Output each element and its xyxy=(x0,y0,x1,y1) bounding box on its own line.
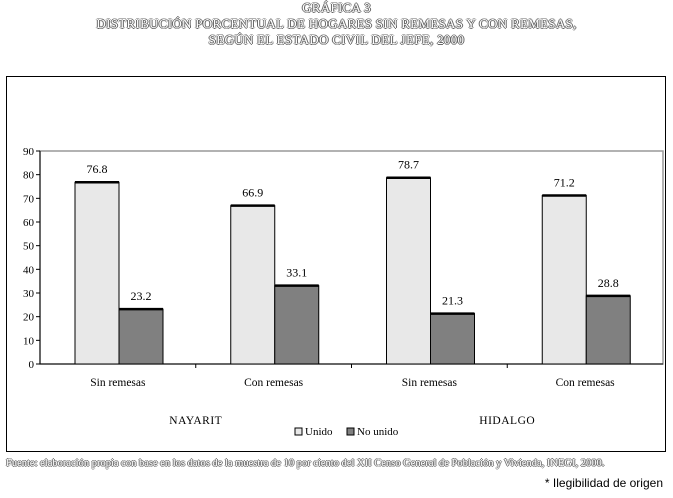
y-tick-label: 70 xyxy=(23,193,35,205)
bar-no-unido xyxy=(430,313,475,365)
x-category-label: Con remesas xyxy=(244,377,304,389)
y-tick-label: 0 xyxy=(29,359,35,371)
legend-label: Unido xyxy=(305,426,333,438)
title-line-3: SEGÚN EL ESTADO CIVIL DEL JEFE, 2000 xyxy=(208,32,465,47)
data-label: 71.2 xyxy=(554,175,575,189)
bar-chart: 0 10 20 30 40 50 60 70 80 90 76.8 23.2 Sin remesas 66… xyxy=(23,146,664,438)
chart-title: GRÁFICA 3 DISTRIBUCIÓN PORCENTUAL DE HOG… xyxy=(0,0,673,48)
illegibility-note: * Ilegibilidad de origen xyxy=(544,476,663,490)
x-category-label: Con remesas xyxy=(556,377,616,389)
bar-unido xyxy=(541,194,587,365)
data-label: 33.1 xyxy=(286,266,307,280)
bar-unido xyxy=(230,205,276,365)
group-label: NAYARIT xyxy=(169,415,222,427)
y-tick-label: 50 xyxy=(23,241,35,253)
y-tick-label: 80 xyxy=(23,170,35,182)
bar-unido xyxy=(74,181,120,365)
title-line-1: GRÁFICA 3 xyxy=(302,0,371,15)
x-category-label: Sin remesas xyxy=(90,377,146,389)
chart-frame: 0 10 20 30 40 50 60 70 80 90 76.8 23.2 Sin remesas 66… xyxy=(6,76,666,452)
y-tick-label: 30 xyxy=(23,288,35,300)
legend-label: No unido xyxy=(357,426,399,438)
data-label: 21.3 xyxy=(442,294,463,308)
x-category-label: Sin remesas xyxy=(402,377,458,389)
y-tick-label: 10 xyxy=(23,335,35,347)
bar-no-unido xyxy=(118,308,164,365)
group-label: HIDALGO xyxy=(479,415,535,427)
y-tick-label: 90 xyxy=(23,146,35,158)
data-label: 76.8 xyxy=(87,162,108,176)
data-label: 28.8 xyxy=(598,276,619,290)
y-tick-label: 40 xyxy=(23,264,35,276)
bar-no-unido xyxy=(274,285,320,365)
data-label: 23.2 xyxy=(131,289,152,303)
legend-swatch xyxy=(346,427,355,436)
bar-no-unido xyxy=(585,295,631,365)
source-note: Fuente: elaboración propia con base en l… xyxy=(6,458,605,469)
title-line-2: DISTRIBUCIÓN PORCENTUAL DE HOGARES SIN R… xyxy=(96,16,577,31)
y-tick-label: 60 xyxy=(23,217,35,229)
data-label: 78.7 xyxy=(398,158,419,172)
bar-unido xyxy=(386,177,431,365)
data-label: 66.9 xyxy=(242,186,263,200)
legend-swatch xyxy=(294,427,303,436)
y-tick-label: 20 xyxy=(23,312,35,324)
